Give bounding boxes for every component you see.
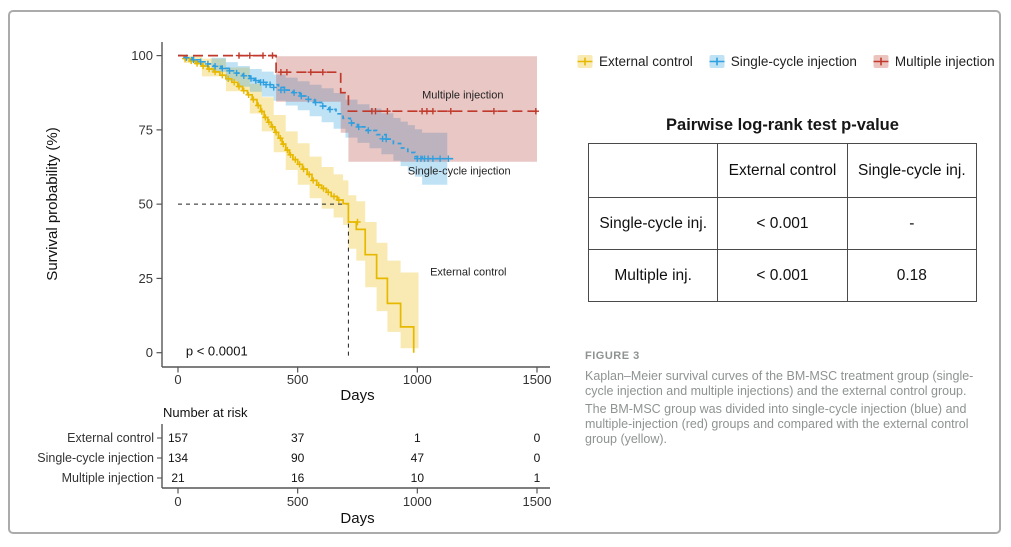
risk-count: 90 [291,451,305,465]
y-tick-label: 50 [139,197,153,212]
legend-key-icon [577,55,593,68]
risk-count: 37 [291,431,305,445]
risk-x-tick-label: 1500 [523,494,552,509]
censor-marks-single-cycle-injection [183,54,452,162]
legend-label: External control [599,54,693,69]
legend-key-icon [709,55,725,68]
x-tick-label: 1000 [403,372,432,387]
x-tick-label: 500 [287,372,309,387]
pvalue-cell: 0.18 [846,249,978,302]
risk-row-label-multiple-injection: Multiple injection [62,471,154,485]
caption-label: FIGURE 3 [585,350,640,362]
risk-x-tick-label: 0 [174,494,181,509]
ci-ribbon-single-cycle-injection [211,57,448,185]
y-tick-label: 25 [139,271,153,286]
risk-count: 134 [168,451,188,465]
risk-count: 157 [168,431,188,445]
caption-text: Kaplan–Meier survival curves of the BM-M… [585,369,974,399]
curve-label-single-cycle-injection: Single-cycle injection [408,165,511,177]
risk-count: 21 [171,471,185,485]
risk-count: 0 [534,431,541,445]
pvalue-cell: - [846,197,978,250]
risk-x-axis-title: Days [340,510,374,527]
km-curve-multiple-injection [178,54,537,113]
y-tick-label: 0 [146,345,153,360]
caption-text: The BM-MSC group was divided into single… [585,401,969,447]
km-curve-single-cycle-injection [178,54,454,160]
censor-marks-external-control [182,55,361,226]
pvalue-table-block: Pairwise log-rank test p-value External … [587,116,978,302]
risk-count: 16 [291,471,305,485]
pvalue-row-header-single-cycle: Single-cycle inj. [587,197,719,250]
legend-label: Multiple injection [894,54,995,69]
risk-count: 1 [414,431,421,445]
pvalue-col-header-external-control: External control [717,143,848,198]
pvalue-corner-cell [587,143,719,198]
risk-row-label-single-cycle-injection: Single-cycle injection [37,451,154,465]
pvalue-col-header-single-cycle: Single-cycle inj. [846,143,978,198]
y-axis-title: Survival probability (%) [44,127,61,280]
legend-item-single-cycle-injection: Single-cycle injection [709,54,857,69]
plot-legend: External control Single-cycle injection Mu… [577,54,995,69]
legend-item-multiple-injection: Multiple injection [873,54,995,69]
legend-label: Single-cycle injection [730,54,857,69]
x-axis-title: Days [340,387,374,404]
pvalue-table-title: Pairwise log-rank test p-value [666,116,899,134]
ci-ribbon-external-control [184,55,419,353]
y-tick-label: 75 [139,122,153,137]
legend-item-external-control: External control [577,54,693,69]
risk-row-label-external-control: External control [67,431,154,445]
y-tick-label: 100 [131,48,153,63]
risk-x-tick-label: 500 [287,494,309,509]
x-tick-label: 1500 [523,372,552,387]
risk-count: 47 [411,451,425,465]
legend-key-icon [873,55,889,68]
curve-label-external-control: External control [430,266,506,278]
x-tick-label: 0 [174,372,181,387]
pvalue-table: External control Single-cycle inj. Singl… [587,143,978,302]
pvalue-row-header-multiple: Multiple inj. [587,249,719,302]
pvalue-cell: < 0.001 [717,197,848,250]
risk-x-tick-label: 1000 [403,494,432,509]
figure-caption: FIGURE 3 Kaplan–Meier survival curves of… [585,350,997,447]
risk-table-title: Number at risk [163,405,248,420]
curve-label-multiple-injection: Multiple injection [422,90,503,102]
logrank-pvalue-annotation: p < 0.0001 [186,344,248,359]
pvalue-cell: < 0.001 [717,249,848,302]
risk-count: 1 [534,471,541,485]
risk-count: 0 [534,451,541,465]
risk-count: 10 [411,471,425,485]
censor-marks-multiple-injection [235,52,539,115]
